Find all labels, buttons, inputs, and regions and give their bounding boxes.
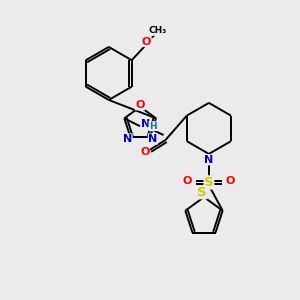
Text: CH₃: CH₃ [148,26,166,35]
Text: N: N [204,155,214,165]
Text: N: N [141,119,151,129]
Text: N: N [123,134,132,144]
Text: O: O [136,100,145,110]
Text: O: O [142,37,151,46]
Text: H: H [149,122,157,131]
Text: O: O [183,176,192,186]
Text: O: O [140,147,150,157]
Text: N: N [148,134,158,144]
Text: S: S [204,176,214,189]
Text: O: O [226,176,235,186]
Text: S: S [197,186,207,199]
